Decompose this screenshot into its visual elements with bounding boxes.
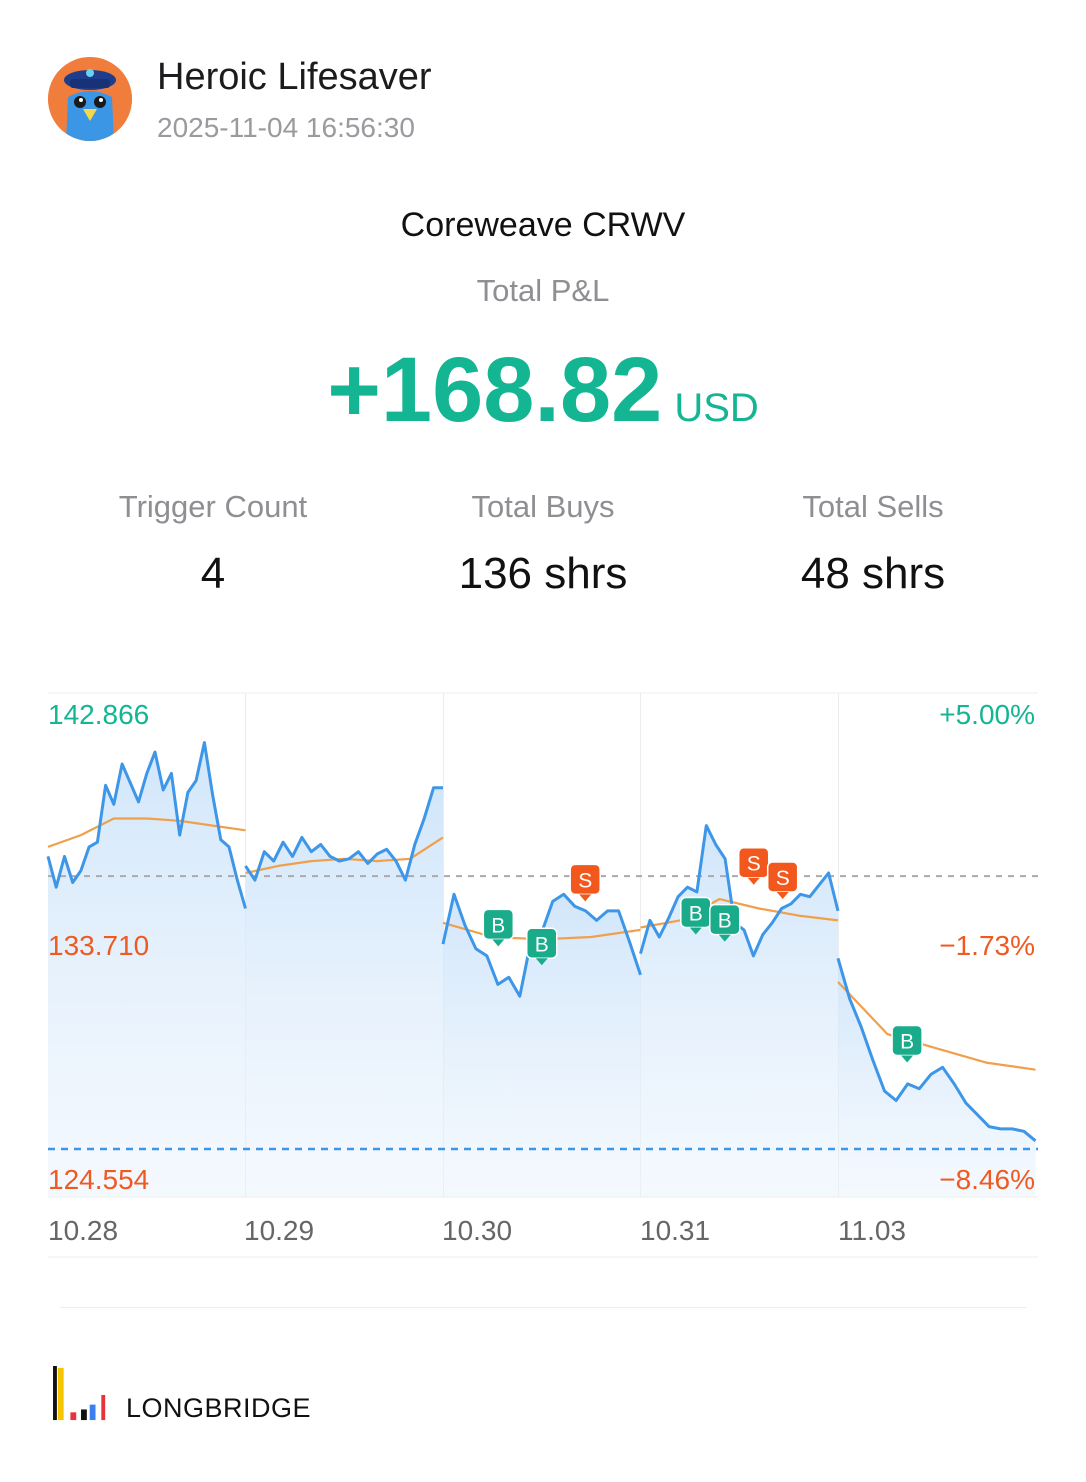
x-label-11-03: 11.03 <box>838 1215 906 1246</box>
trade-marker-label: B <box>535 933 549 956</box>
trade-marker-label: S <box>776 867 790 890</box>
sell-marker[interactable]: S <box>569 863 601 902</box>
total-buys-label: Total Buys <box>471 489 615 524</box>
pnl-display: +168.82 USD <box>0 338 1086 443</box>
footer-divider <box>60 1307 1026 1308</box>
pct-label-high: +5.00% <box>939 699 1035 730</box>
y-label-low: 124.554 <box>48 1164 149 1195</box>
longbridge-bars-icon <box>53 1366 106 1421</box>
sell-marker[interactable]: S <box>766 861 799 899</box>
average-line-10.31 <box>640 897 839 929</box>
pnl-label: Total P&L <box>476 273 610 308</box>
price-area-10.31 <box>640 825 838 1197</box>
price-area-10.29 <box>245 787 443 1197</box>
buy-marker[interactable]: B <box>891 1024 923 1063</box>
total-sells-value: 48 shrs <box>800 549 946 598</box>
price-area-11.03 <box>838 958 1036 1197</box>
x-label-10-31: 10.31 <box>640 1215 710 1246</box>
trigger-count-value: 4 <box>200 549 226 598</box>
trade-marker-label: S <box>578 869 592 892</box>
avatar[interactable] <box>48 57 132 141</box>
brand-name: LONGBRIDGE <box>126 1393 312 1423</box>
average-line-10.28 <box>47 817 246 848</box>
price-area <box>48 742 1036 1197</box>
trade-marker-label: B <box>491 914 505 937</box>
y-label-high: 142.866 <box>48 699 149 730</box>
pct-label-mid: −1.73% <box>939 930 1035 961</box>
x-label-10-30: 10.30 <box>442 1215 512 1246</box>
x-label-10-28: 10.28 <box>48 1215 118 1246</box>
pnl-unit: USD <box>674 386 759 430</box>
buy-marker[interactable]: B <box>482 908 515 947</box>
username[interactable]: Heroic Lifesaver <box>157 56 432 98</box>
post-timestamp: 2025-11-04 16:56:30 <box>157 112 415 143</box>
trigger-count-label: Trigger Count <box>118 489 308 524</box>
average-line-11.03 <box>837 981 1036 1071</box>
police-bird-avatar-icon <box>48 57 132 141</box>
trade-marker-label: S <box>747 853 761 876</box>
x-label-10-29: 10.29 <box>244 1215 314 1246</box>
price-line-11.03 <box>836 957 1037 1142</box>
y-label-mid: 133.710 <box>48 930 149 961</box>
total-buys-value: 136 shrs <box>458 549 628 598</box>
stock-name[interactable]: Coreweave CRWV <box>400 206 686 244</box>
price-area-10.28 <box>48 742 246 1197</box>
trade-marker-label: B <box>718 910 732 933</box>
buy-marker[interactable]: B <box>526 927 558 966</box>
pct-label-low: −8.46% <box>939 1164 1035 1195</box>
sell-marker[interactable]: S <box>737 846 770 885</box>
trade-marker-label: B <box>900 1030 914 1053</box>
buy-marker[interactable]: B <box>709 903 741 942</box>
pnl-value: +168.82 <box>327 339 663 441</box>
trade-marker-label: B <box>689 902 703 925</box>
price-line-10.28 <box>46 741 247 909</box>
price-area-10.30 <box>443 894 641 1197</box>
total-sells-label: Total Sells <box>802 489 944 524</box>
price-line-10.29 <box>244 786 443 882</box>
buy-marker[interactable]: B <box>680 896 712 935</box>
